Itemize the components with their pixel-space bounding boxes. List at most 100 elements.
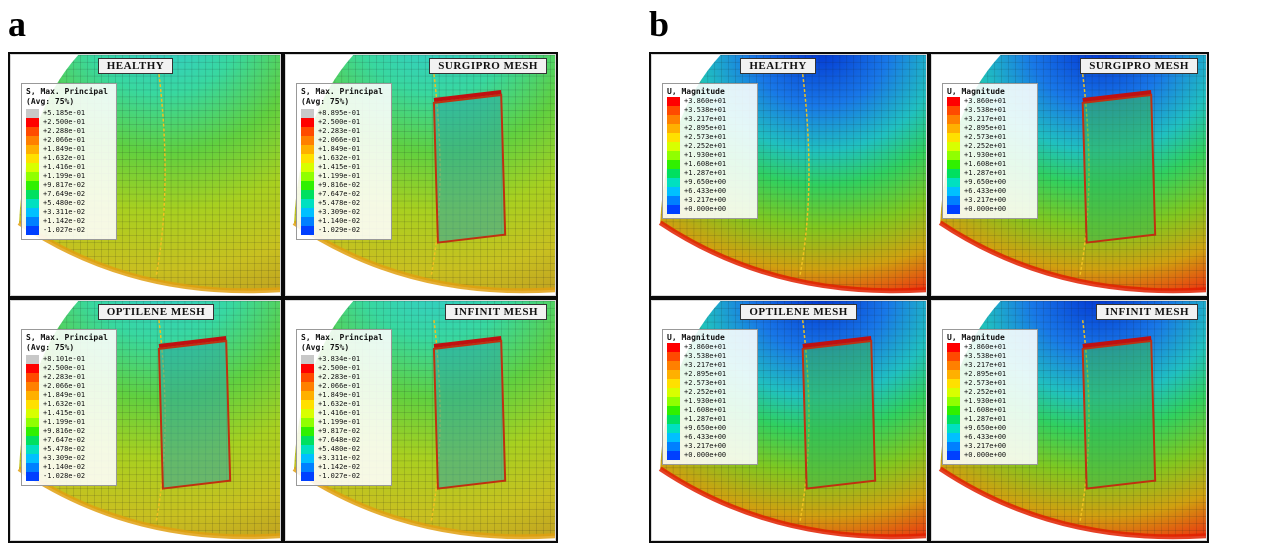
legend-value: +1.930e+01 bbox=[964, 396, 1007, 405]
legend-row: +9.816e-02 bbox=[301, 181, 387, 190]
legend-swatch bbox=[947, 405, 960, 415]
legend-value: +7.648e-02 bbox=[318, 435, 361, 444]
color-legend: S, Max. Principal (Avg: 75%) +8.895e-01 +2.… bbox=[296, 83, 392, 240]
legend-swatch bbox=[947, 205, 960, 214]
legend-row: +1.849e-01 bbox=[301, 145, 387, 154]
legend-value: +2.895e+01 bbox=[964, 369, 1007, 378]
legend-value: +1.416e-01 bbox=[43, 163, 86, 171]
plot-title: INFINIT MESH bbox=[445, 303, 547, 320]
legend-swatch bbox=[301, 217, 314, 226]
legend-value: +1.849e-01 bbox=[43, 145, 86, 153]
legend-value: +7.649e-02 bbox=[43, 190, 86, 198]
legend-row: +1.849e-01 bbox=[26, 145, 112, 154]
legend-swatch bbox=[26, 109, 39, 118]
legend-row: +3.309e-02 bbox=[301, 208, 387, 217]
legend-swatch bbox=[947, 432, 960, 442]
legend-swatch bbox=[667, 369, 680, 379]
legend-swatch bbox=[26, 199, 39, 208]
legend-value: +3.311e-02 bbox=[43, 208, 86, 216]
implanted-mesh-region bbox=[432, 339, 507, 490]
legend-swatch bbox=[667, 414, 680, 424]
contour-plot-optilene-mesh: OPTILENE MESH S, Max. Principal (Avg: 75%)… bbox=[10, 299, 281, 541]
legend-swatch bbox=[26, 390, 39, 400]
legend-swatch bbox=[667, 187, 680, 196]
legend-swatch bbox=[301, 408, 314, 418]
legend-swatch bbox=[667, 432, 680, 442]
legend-swatch bbox=[667, 351, 680, 361]
legend-row: +3.217e+01 bbox=[947, 360, 1033, 370]
legend-value: +3.217e+01 bbox=[684, 360, 727, 369]
legend-value: +0.000e+00 bbox=[964, 205, 1007, 213]
legend-value: +2.066e-01 bbox=[318, 136, 361, 144]
legend-value: +7.647e-02 bbox=[318, 190, 361, 198]
legend-swatch bbox=[26, 417, 39, 427]
legend-value: +2.283e-01 bbox=[318, 372, 361, 381]
legend-value: +2.066e-01 bbox=[43, 136, 86, 144]
legend-swatch bbox=[301, 399, 314, 409]
legend-swatch bbox=[301, 145, 314, 154]
legend-row: -1.027e-02 bbox=[301, 471, 387, 481]
legend-value: +1.287e+01 bbox=[684, 169, 727, 177]
legend-swatch bbox=[947, 369, 960, 379]
legend-row: +3.860e+01 bbox=[947, 342, 1033, 352]
legend-swatch bbox=[26, 462, 39, 472]
legend-swatch bbox=[301, 381, 314, 391]
legend-swatch bbox=[947, 169, 960, 178]
legend-swatch bbox=[667, 106, 680, 115]
legend-value: +2.252e+01 bbox=[684, 387, 727, 396]
legend-row: +7.647e-02 bbox=[26, 435, 112, 445]
color-legend: S, Max. Principal (Avg: 75%) +8.101e-01 +2.… bbox=[21, 328, 117, 486]
legend-row: +2.066e-01 bbox=[26, 381, 112, 391]
legend-swatch bbox=[26, 363, 39, 373]
panel-label-a: a bbox=[8, 4, 26, 44]
legend-swatch bbox=[301, 363, 314, 373]
legend-row: +6.433e+00 bbox=[667, 432, 753, 442]
stress-panel: HEALTHY S, Max. Principal (Avg: 75%) +5.185… bbox=[8, 52, 558, 543]
legend-row: +5.185e-01 bbox=[26, 109, 112, 118]
legend-value: +3.217e+01 bbox=[684, 115, 727, 123]
displacement-panel: HEALTHY U, Magnitude +3.860e+01 +3.538e+01 +… bbox=[649, 52, 1209, 543]
implanted-mesh-region bbox=[801, 339, 877, 490]
legend-row: +2.573e+01 bbox=[667, 133, 753, 142]
legend-row: +1.416e-01 bbox=[26, 163, 112, 172]
legend-swatch bbox=[667, 405, 680, 415]
legend-swatch bbox=[667, 396, 680, 406]
legend-row: +1.608e+01 bbox=[947, 160, 1033, 169]
legend-title: S, Max. Principal bbox=[301, 87, 383, 96]
legend-value: +3.311e-02 bbox=[318, 453, 361, 462]
legend-value: +3.217e+01 bbox=[964, 360, 1007, 369]
legend-row: +3.217e+01 bbox=[667, 115, 753, 124]
legend-swatch bbox=[301, 154, 314, 163]
color-legend: U, Magnitude +3.860e+01 +3.538e+01 +3.217e+… bbox=[942, 83, 1038, 219]
contour-plot-infinit-mesh: INFINIT MESH S, Max. Principal (Avg: 75%) +… bbox=[285, 299, 556, 541]
legend-row: +3.217e+00 bbox=[667, 441, 753, 451]
plot-title: OPTILENE MESH bbox=[740, 303, 857, 320]
legend-row: +0.000e+00 bbox=[667, 450, 753, 460]
legend-value: +1.930e+01 bbox=[964, 151, 1007, 159]
legend-row: +2.288e-01 bbox=[26, 127, 112, 136]
legend-row: +6.433e+00 bbox=[667, 187, 753, 196]
legend-row: +1.199e-01 bbox=[26, 417, 112, 427]
legend-row: +3.538e+01 bbox=[667, 106, 753, 115]
legend-swatch bbox=[26, 154, 39, 163]
legend-swatch bbox=[947, 196, 960, 205]
legend-row: -1.028e-02 bbox=[26, 471, 112, 481]
legend-title: S, Max. Principal bbox=[301, 332, 383, 342]
legend-swatch bbox=[301, 109, 314, 118]
legend-swatch bbox=[26, 217, 39, 226]
legend-row: +1.287e+01 bbox=[947, 414, 1033, 424]
legend-value: +1.199e-01 bbox=[43, 417, 86, 426]
legend-value: +1.199e-01 bbox=[43, 172, 86, 180]
plot-title: INFINIT MESH bbox=[1096, 303, 1198, 320]
implanted-mesh-region bbox=[1081, 339, 1157, 490]
legend-row: +1.632e-01 bbox=[26, 399, 112, 409]
legend-swatch bbox=[947, 360, 960, 370]
legend-row: +1.849e-01 bbox=[301, 390, 387, 400]
legend-value: -1.029e-02 bbox=[318, 226, 361, 234]
legend-row: +1.930e+01 bbox=[667, 396, 753, 406]
legend-swatch bbox=[26, 453, 39, 463]
legend-value: +2.252e+01 bbox=[964, 142, 1007, 150]
legend-value: +1.142e-02 bbox=[318, 462, 361, 471]
legend-swatch bbox=[667, 205, 680, 214]
legend-title: S, Max. Principal bbox=[26, 332, 108, 342]
